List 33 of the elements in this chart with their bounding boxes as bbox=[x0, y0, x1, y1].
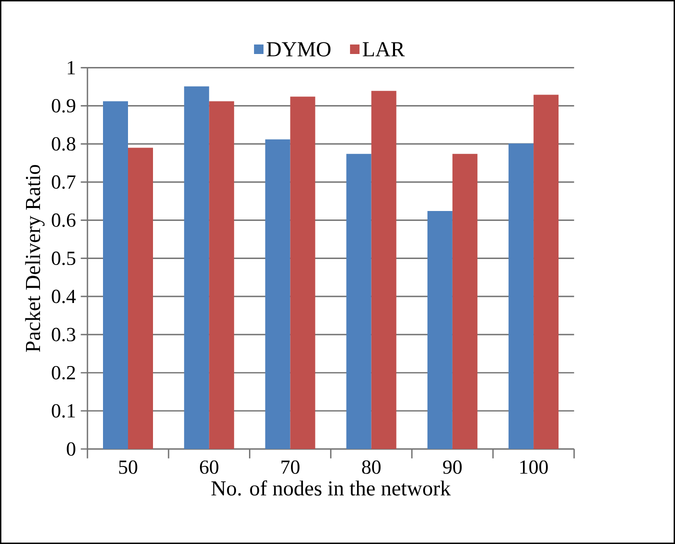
y-tick-label: 0.4 bbox=[52, 290, 76, 304]
y-tick-label: 0.8 bbox=[52, 137, 76, 151]
legend-label: LAR bbox=[362, 42, 405, 56]
y-tick-label: 0.9 bbox=[52, 99, 76, 113]
bar bbox=[427, 211, 452, 449]
y-tick-label: 1 bbox=[68, 61, 75, 74]
x-tick-label: 90 bbox=[443, 460, 462, 474]
bar bbox=[103, 101, 128, 449]
bar bbox=[290, 96, 316, 449]
x-tick-label: 70 bbox=[282, 460, 300, 474]
y-tick-label: 0.6 bbox=[52, 213, 76, 227]
bar bbox=[508, 144, 534, 449]
bar bbox=[346, 154, 372, 449]
y-tick-label: 0.5 bbox=[52, 252, 76, 266]
y-tick-label: 0.2 bbox=[52, 366, 75, 380]
y-axis-title: Packet Delivery Ratio bbox=[25, 164, 45, 352]
bar bbox=[128, 148, 153, 449]
y-tick-label: 0.7 bbox=[52, 175, 76, 189]
x-tick-label: 80 bbox=[362, 460, 381, 474]
bar bbox=[209, 101, 234, 449]
bar bbox=[452, 154, 478, 449]
y-tick-label: 0.3 bbox=[52, 328, 76, 342]
bar bbox=[184, 86, 210, 449]
legend-label: DYMO bbox=[266, 42, 330, 56]
x-tick-label: 50 bbox=[119, 460, 138, 474]
x-tick-label: 100 bbox=[520, 460, 548, 474]
y-tick-label: 0.1 bbox=[52, 404, 75, 418]
bar bbox=[371, 90, 396, 449]
x-axis-title: No. of nodes in the network bbox=[211, 480, 451, 496]
bar bbox=[534, 94, 559, 449]
x-tick-label: 60 bbox=[200, 460, 218, 474]
y-tick-label: 0 bbox=[66, 442, 76, 456]
bar bbox=[265, 139, 290, 449]
